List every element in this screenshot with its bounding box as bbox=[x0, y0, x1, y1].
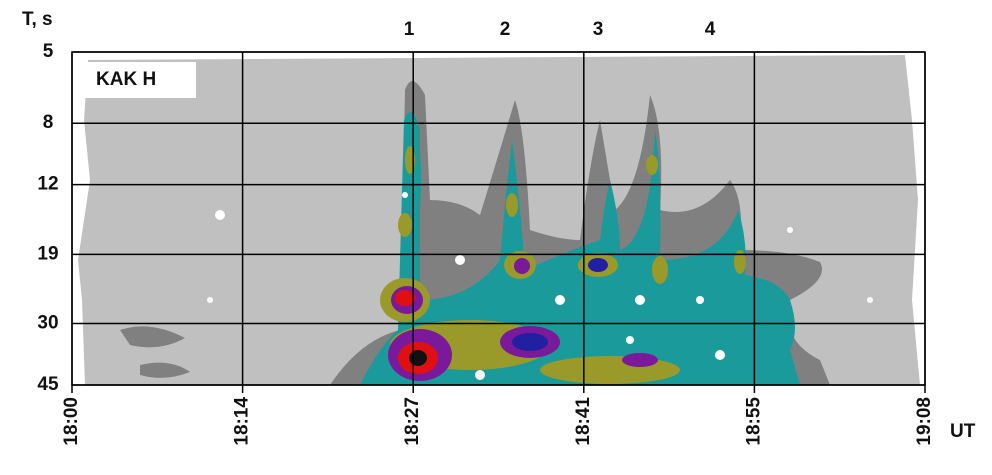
annotation: 1 bbox=[404, 19, 415, 40]
annotation: 2 bbox=[500, 19, 511, 40]
y-tick-label: 5 bbox=[43, 41, 54, 62]
y-tick-label: 45 bbox=[37, 374, 59, 395]
spectrogram-background bbox=[78, 55, 920, 385]
x-tick-label: 18:00 bbox=[61, 397, 82, 446]
x-tick-label: 18:14 bbox=[232, 397, 253, 446]
chart: KAK H T, s UT 1 2 3 4 5 8 12 19 30 4518:00 18:… bbox=[0, 0, 992, 470]
annotation: 4 bbox=[705, 19, 716, 40]
y-axis-label: T, s bbox=[22, 9, 53, 30]
x-tick-label: 18:55 bbox=[743, 397, 764, 446]
x-axis-label: UT bbox=[950, 421, 976, 442]
y-tick-label: 30 bbox=[37, 313, 58, 334]
y-tick-label: 19 bbox=[37, 243, 58, 264]
y-tick-label: 12 bbox=[37, 174, 58, 195]
x-tick-label: 18:27 bbox=[402, 397, 423, 446]
y-tick-label: 8 bbox=[43, 112, 54, 133]
x-tick-label: 19:08 bbox=[914, 397, 935, 446]
annotation: 3 bbox=[593, 19, 604, 40]
station-label: KAK H bbox=[96, 69, 156, 90]
x-tick-label: 18:41 bbox=[573, 397, 594, 446]
